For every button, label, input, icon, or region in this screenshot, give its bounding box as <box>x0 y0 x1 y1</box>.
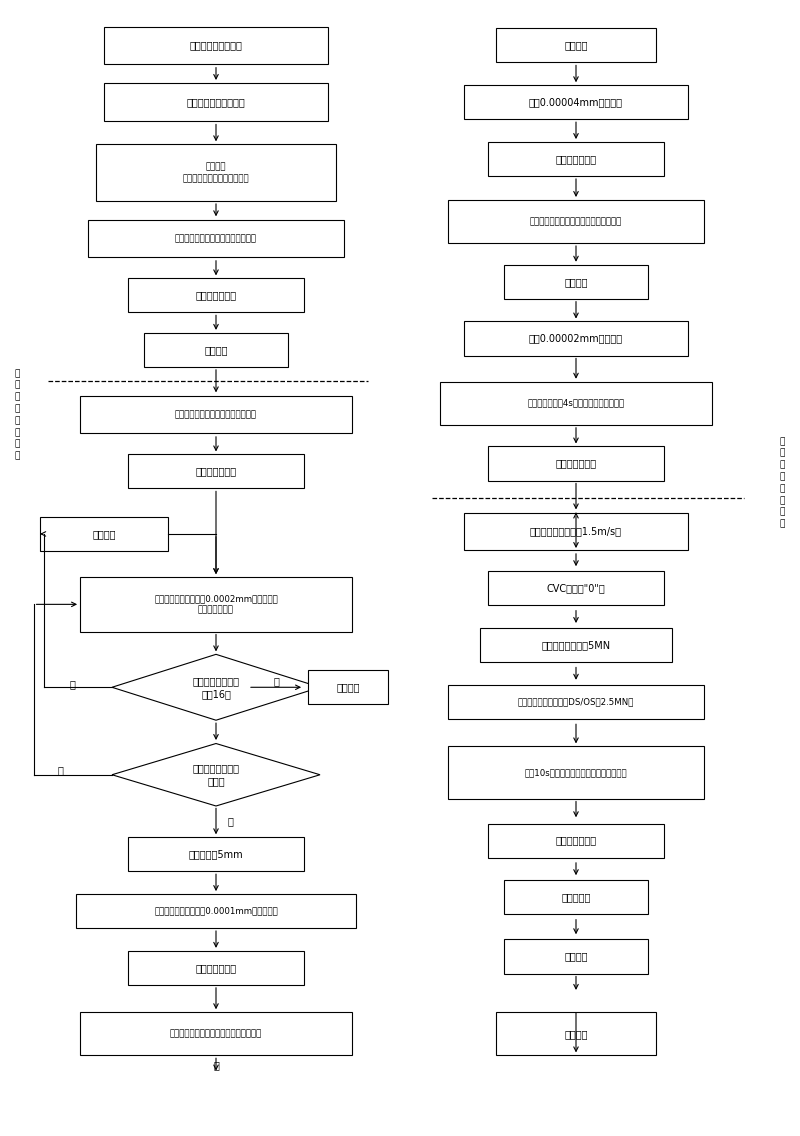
Polygon shape <box>112 743 320 807</box>
Text: 辊缝打开: 辊缝打开 <box>564 41 588 50</box>
FancyBboxPatch shape <box>128 278 304 312</box>
FancyBboxPatch shape <box>480 628 672 662</box>
Text: 校辊完毕: 校辊完毕 <box>564 1029 588 1038</box>
FancyBboxPatch shape <box>488 824 664 858</box>
FancyBboxPatch shape <box>496 1012 656 1055</box>
FancyBboxPatch shape <box>96 144 336 201</box>
Text: 辊缝打开: 辊缝打开 <box>564 277 588 286</box>
Text: 轧制力记录清零: 轧制力记录清零 <box>195 467 237 476</box>
Text: 辊缝打开: 辊缝打开 <box>564 952 588 961</box>
FancyBboxPatch shape <box>488 142 664 176</box>
FancyBboxPatch shape <box>308 670 388 704</box>
Text: 中断校辊: 中断校辊 <box>336 683 360 692</box>
FancyBboxPatch shape <box>80 395 352 433</box>
Text: 切换单侧轧制力控制（DS/OS：2.5MN）: 切换单侧轧制力控制（DS/OS：2.5MN） <box>518 698 634 707</box>
Text: 启动上传动（速度：1.5m/s）: 启动上传动（速度：1.5m/s） <box>530 527 622 536</box>
FancyBboxPatch shape <box>440 382 712 425</box>
FancyBboxPatch shape <box>504 880 648 914</box>
Text: 施加0.00004mm压下倾斜: 施加0.00004mm压下倾斜 <box>529 98 623 107</box>
Text: 初始化无带钢校辊程序: 初始化无带钢校辊程序 <box>186 98 246 107</box>
Text: 是: 是 <box>228 817 234 826</box>
FancyBboxPatch shape <box>104 83 328 120</box>
Text: 根据偏差轧制力方向加0.0001mm的压下倾斜: 根据偏差轧制力方向加0.0001mm的压下倾斜 <box>154 907 278 916</box>
Text: 检查偏差轧制力是否变号，确定调整方向: 检查偏差轧制力是否变号，确定调整方向 <box>170 1029 262 1038</box>
Text: 检查相调次数是否
超过16次: 检查相调次数是否 超过16次 <box>193 676 239 699</box>
Text: 否: 否 <box>57 766 63 775</box>
Text: 施加校辊轧制力：5MN: 施加校辊轧制力：5MN <box>542 641 610 650</box>
FancyBboxPatch shape <box>504 265 648 299</box>
Text: 支持辊锁紧缸消除牌坊与轴承座间隙: 支持辊锁紧缸消除牌坊与轴承座间隙 <box>175 410 257 419</box>
FancyBboxPatch shape <box>504 939 648 974</box>
Text: 施加接触轧制力: 施加接触轧制力 <box>555 836 597 845</box>
FancyBboxPatch shape <box>40 517 168 551</box>
Text: 施加接触轧制力: 施加接触轧制力 <box>555 154 597 164</box>
Text: 检查偏差轧制力是
否变号: 检查偏差轧制力是 否变号 <box>193 763 239 786</box>
Text: CVC窜动至"0"位: CVC窜动至"0"位 <box>546 584 606 593</box>
Text: 拾空辊缝
计数器消零；检查轧制线高度: 拾空辊缝 计数器消零；检查轧制线高度 <box>182 162 250 183</box>
FancyBboxPatch shape <box>80 1012 352 1055</box>
FancyBboxPatch shape <box>448 200 704 243</box>
Polygon shape <box>112 654 320 720</box>
FancyBboxPatch shape <box>464 85 688 119</box>
FancyBboxPatch shape <box>104 26 328 64</box>
Text: 否: 否 <box>69 679 75 688</box>
Text: 是: 是 <box>213 1061 219 1070</box>
Text: 施加接触轧制力: 施加接触轧制力 <box>555 459 597 468</box>
FancyBboxPatch shape <box>128 454 304 488</box>
Text: 启动无带钢校辊程序: 启动无带钢校辊程序 <box>190 41 242 50</box>
FancyBboxPatch shape <box>464 512 688 550</box>
FancyBboxPatch shape <box>80 577 352 632</box>
Text: 启动轧制力控制（施加最小轧制力）: 启动轧制力控制（施加最小轧制力） <box>175 234 257 243</box>
Text: 施加0.00002mm压下倾斜: 施加0.00002mm压下倾斜 <box>529 334 623 343</box>
FancyBboxPatch shape <box>464 321 688 356</box>
Text: 是: 是 <box>273 677 279 686</box>
Text: 停止上传动: 停止上传动 <box>562 893 590 902</box>
FancyBboxPatch shape <box>128 837 304 871</box>
Text: 检查偏差轧制力是否变号，确定调整方向: 检查偏差轧制力是否变号，确定调整方向 <box>530 217 622 226</box>
FancyBboxPatch shape <box>488 571 664 605</box>
Text: 施加接触轧制力: 施加接触轧制力 <box>195 963 237 972</box>
Text: 施加接触轧制力: 施加接触轧制力 <box>195 291 237 300</box>
FancyBboxPatch shape <box>448 746 704 799</box>
FancyBboxPatch shape <box>448 685 704 719</box>
Text: 辊缝打开至5mm: 辊缝打开至5mm <box>189 850 243 859</box>
FancyBboxPatch shape <box>88 219 344 257</box>
FancyBboxPatch shape <box>488 446 664 481</box>
FancyBboxPatch shape <box>76 894 356 928</box>
Text: 辊缝打开: 辊缝打开 <box>92 529 116 538</box>
Text: 稳定10s后，压下位置置零；压下倾斜置零: 稳定10s后，压下位置置零；压下倾斜置零 <box>525 768 627 777</box>
Text: 锁紧缸供油延迟4s消除牌坊与轴承座间隙: 锁紧缸供油延迟4s消除牌坊与轴承座间隙 <box>527 399 625 408</box>
Text: 新
加
校
辊
程
序
结
束: 新 加 校 辊 程 序 结 束 <box>780 437 785 528</box>
FancyBboxPatch shape <box>496 28 656 62</box>
FancyBboxPatch shape <box>128 951 304 985</box>
Text: 辊缝打开: 辊缝打开 <box>204 345 228 354</box>
FancyBboxPatch shape <box>144 333 288 367</box>
Text: 根据两侧轧制力差施加0.0002mm的压下倾斜
施加接触轧制力: 根据两侧轧制力差施加0.0002mm的压下倾斜 施加接触轧制力 <box>154 594 278 615</box>
Text: 新
加
校
辊
程
序
开
始: 新 加 校 辊 程 序 开 始 <box>15 369 20 460</box>
